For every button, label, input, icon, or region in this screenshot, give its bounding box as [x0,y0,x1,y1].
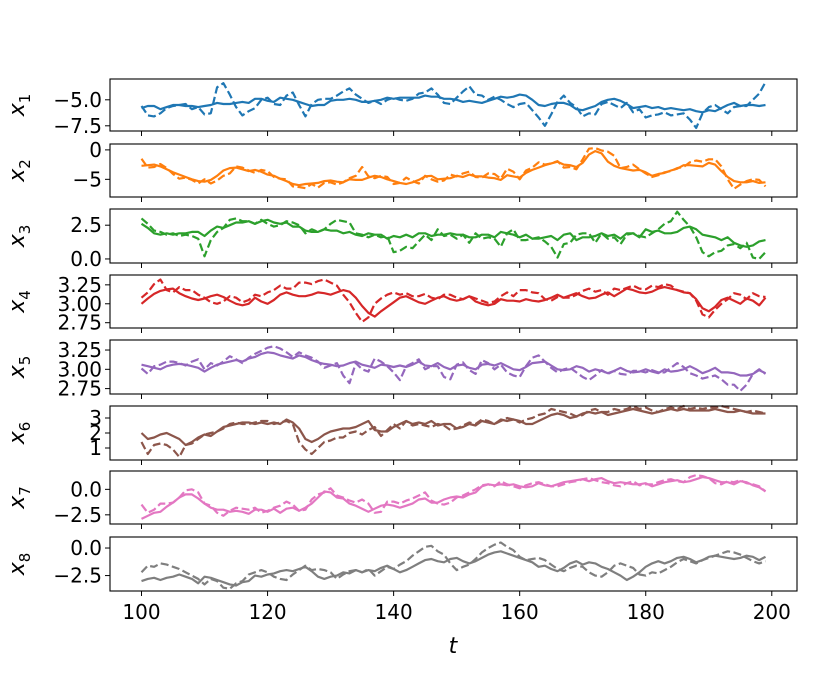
x-axis: 100 120 140 160 180 200 [122,600,790,624]
panel-4-ytick-label: 3.25 [57,273,102,297]
panel-7: 0.0−2.5 x7 [5,470,798,529]
panel-5-ytick-label: 3.25 [57,338,102,362]
x-axis-label: t [449,634,459,659]
panel-6-series-dashed [140,404,766,459]
panel-8-frame [109,536,798,592]
panel-1: −5.0−7.5 x1 [5,78,798,138]
panel-1-series-solid [141,93,766,114]
panel-8-ytick-label: 0.0 [70,536,102,560]
panel-8-ylabel: x8 [5,553,34,577]
panel-4-ytick-label: 3.00 [57,292,102,316]
panel-1-frame [109,78,798,132]
panel-3-series-dashed [140,210,767,260]
panel-7-frame [109,470,798,525]
panel-2-ytick-label: 0 [89,138,102,162]
panel-2-frame [109,143,798,198]
panel-7-ytick-label: 0.0 [70,477,102,501]
panel-8-ytick-label: −2.5 [53,564,102,588]
panel-5-series-solid [141,351,766,377]
panel-6: 321 x6 [5,404,798,465]
panel-8: 0.0 −2.5 x8 [5,536,798,596]
panels-group: −5.0−7.5x10−5x22.50.0x33.253.002.75x43.2… [5,78,798,596]
panel-3-ytick-label: 0.0 [70,247,102,271]
panel-3-ylabel: x3 [5,225,34,249]
xtick-label: 180 [627,600,665,624]
panel-2: 0 −5 x2 [5,138,798,202]
panel-4-series-dashed [140,278,766,323]
panel-4-frame [109,274,798,329]
panel-5: 3.253.002.75 x5 [5,338,798,401]
panel-4-series-solid [140,286,767,318]
xtick-label: 100 [122,600,160,624]
panel-2-series-dashed [140,147,767,190]
panel-1-series-dashed [140,81,767,130]
xtick-label: 160 [501,600,539,624]
panel-1-ytick-label: −7.5 [53,114,102,138]
panel-6-series-solid [140,407,766,447]
panel-6-ylabel: x6 [5,422,34,446]
panel-6-ytick-label: 1 [89,436,102,460]
panel-8-series-dashed [140,541,766,590]
xtick-label: 120 [248,600,286,624]
panel-5-ylabel: x5 [5,356,34,380]
panel-5-ytick-label: 2.75 [57,377,102,401]
panel-2-ytick-label: −5 [73,167,102,191]
panel-5-ytick-label: 3.00 [57,357,102,381]
panel-8-series-solid [141,550,767,587]
panel-2-ylabel: x2 [5,159,34,183]
panel-7-series-solid [141,476,767,520]
panel-5-series-dashed [140,345,767,392]
panel-7-ylabel: x7 [5,486,34,510]
panel-6-ytick-label: 3 [89,406,102,430]
xtick-label: 200 [753,600,791,624]
panel-3: 2.5 0.0 x3 [5,208,798,271]
panel-4-ytick-label: 2.75 [57,311,102,335]
panel-4-ylabel: x4 [5,290,34,314]
xtick-label: 140 [375,600,413,624]
panel-4: 3.253.002.75 x4 [5,273,798,335]
panel-7-ytick-label: −2.5 [53,503,102,527]
panel-3-series-solid [140,218,766,248]
panel-6-ytick-label: 2 [89,421,102,445]
panel-3-ytick-label: 2.5 [70,213,102,237]
panel-1-ytick-label: −5.0 [53,88,102,112]
panel-3-frame [109,208,798,264]
panel-7-series-dashed [140,474,767,517]
panel-1-ylabel: x1 [5,94,34,118]
panel-2-series-solid [141,150,766,187]
panel-5-frame [109,339,798,395]
